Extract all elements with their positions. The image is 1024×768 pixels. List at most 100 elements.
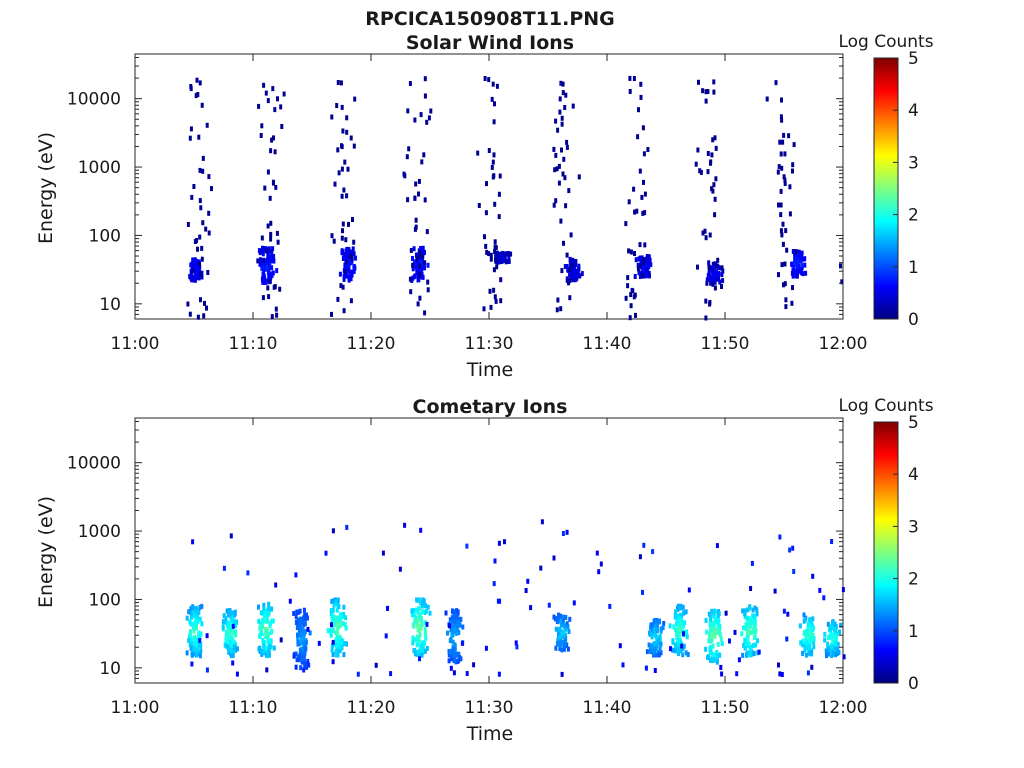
sparse-count (191, 539, 195, 545)
heatmap-cell (461, 624, 465, 630)
sparse-count (266, 169, 270, 175)
sparse-count (780, 672, 784, 677)
sparse-count (780, 97, 783, 103)
heatmap-cell (649, 625, 653, 631)
heatmap-cell (332, 598, 336, 603)
heatmap-cell (338, 623, 342, 629)
heatmap-cell (191, 645, 195, 651)
sparse-count (552, 555, 556, 561)
heatmap-cell (425, 646, 429, 651)
sparse-count (203, 300, 206, 306)
heatmap-cell (659, 641, 663, 647)
heatmap-cell (267, 601, 271, 607)
heatmap-cell (800, 262, 804, 268)
sparse-count (341, 284, 345, 290)
heatmap-cell (296, 610, 300, 615)
heatmap-cell (681, 652, 685, 658)
heatmap-cell (832, 651, 836, 657)
heatmap-cell (262, 648, 266, 654)
heatmap-cell (296, 635, 300, 641)
heatmap-cell (748, 650, 752, 656)
sparse-count (485, 249, 489, 255)
heatmap-cell (826, 621, 830, 627)
heatmap-cell (266, 611, 270, 617)
heatmap-cell (423, 249, 426, 255)
sparse-count (557, 163, 561, 169)
heatmap-cell (831, 643, 835, 649)
sparse-count (324, 550, 328, 556)
heatmap-cell (262, 640, 266, 646)
sparse-count (714, 176, 718, 182)
sparse-count (641, 273, 645, 279)
sparse-count (540, 519, 544, 525)
heatmap-cell (198, 633, 202, 639)
heatmap-cell (258, 261, 262, 267)
heatmap-cell (662, 621, 666, 626)
heatmap-cell (744, 622, 748, 627)
heatmap-cell (834, 652, 837, 658)
heatmap-cell (656, 638, 660, 644)
heatmap-cell (300, 659, 304, 665)
heatmap-cell (716, 618, 719, 624)
heatmap-cell (647, 262, 651, 268)
plot-frame (134, 53, 844, 320)
heatmap-cell (227, 620, 230, 626)
heatmap-cell (743, 611, 747, 617)
heatmap-cell (348, 269, 352, 275)
sparse-count (331, 639, 335, 645)
heatmap-cell (838, 629, 841, 635)
sparse-count (492, 119, 496, 125)
sparse-count (568, 295, 572, 301)
heatmap-cell (342, 253, 346, 258)
heatmap-cell (504, 251, 507, 257)
sparse-count (790, 300, 794, 306)
heatmap-cell (834, 635, 838, 641)
sparse-count (229, 533, 233, 539)
heatmap-cell (562, 623, 566, 629)
heatmap-cell (800, 250, 804, 256)
sparse-count (565, 144, 569, 150)
sparse-count (618, 643, 622, 649)
heatmap-cell (268, 259, 272, 265)
sparse-count (256, 258, 260, 264)
heatmap-cell (451, 632, 455, 638)
heatmap-cell (196, 614, 200, 620)
heatmap-cell (415, 607, 419, 613)
heatmap-cell (634, 257, 638, 263)
heatmap-cell (412, 246, 416, 252)
heatmap-cell (230, 629, 234, 635)
heatmap-cell (263, 610, 267, 616)
heatmap-cell (413, 259, 417, 265)
sparse-count (294, 572, 298, 578)
sparse-count (706, 169, 710, 175)
heatmap-cell (350, 269, 354, 275)
sparse-count (712, 89, 716, 95)
figure-title: RPCICA150908T11.PNG (365, 8, 615, 30)
heatmap-cell (192, 274, 195, 280)
heatmap-cell (190, 614, 193, 620)
heatmap-cell (633, 274, 637, 279)
heatmap-cell (270, 249, 274, 255)
heatmap-cell (234, 623, 237, 629)
heatmap-cell (647, 642, 651, 648)
heatmap-cell (342, 273, 346, 279)
sparse-count (628, 75, 632, 81)
x-tick-label: 11:20 (347, 334, 396, 354)
sparse-count (559, 306, 563, 312)
heatmap-cell (334, 619, 338, 625)
sparse-count (646, 147, 650, 152)
heatmap-cell (193, 641, 197, 646)
heatmap-cell (796, 249, 799, 255)
heatmap-cell (343, 641, 347, 646)
sparse-count (403, 522, 407, 528)
heatmap-cell (752, 613, 756, 619)
heatmap-cell (752, 634, 756, 640)
heatmap-cell (226, 623, 230, 629)
heatmap-cell (795, 273, 799, 279)
heatmap-cell (561, 622, 564, 628)
heatmap-cell (715, 659, 719, 665)
heatmap-cell (423, 265, 426, 271)
sparse-count (260, 235, 264, 241)
heatmap-cell (798, 623, 802, 629)
heatmap-cell (451, 653, 455, 659)
